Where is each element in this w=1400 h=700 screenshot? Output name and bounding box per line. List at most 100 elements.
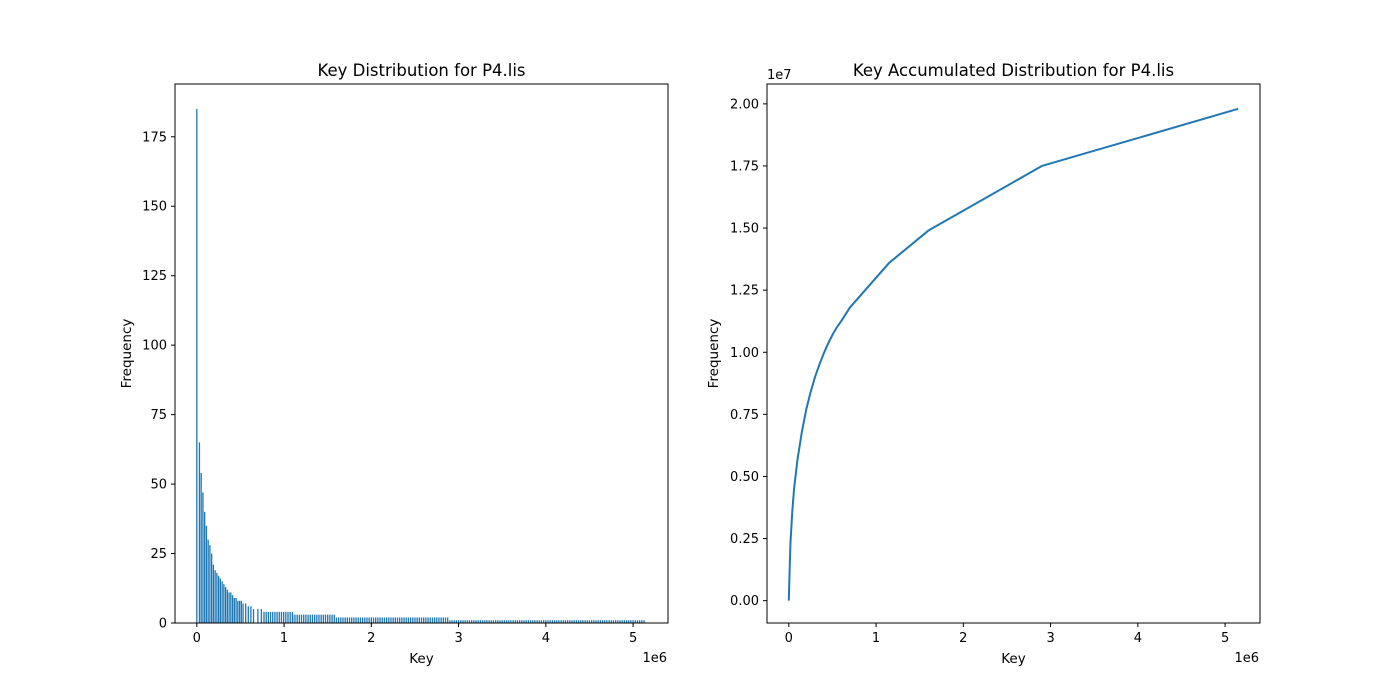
bar xyxy=(414,617,416,623)
bar xyxy=(238,600,241,623)
series-line xyxy=(787,107,1239,601)
bar xyxy=(431,617,434,623)
x-offset-label: 1e6 xyxy=(642,651,667,666)
x-tick-label: 4 xyxy=(542,631,550,646)
bar xyxy=(224,586,227,623)
bar xyxy=(205,525,208,623)
x-tick-label: 2 xyxy=(959,631,967,646)
bar xyxy=(346,617,348,623)
x-tick-label: 5 xyxy=(1221,631,1229,646)
bar xyxy=(521,620,523,623)
x-axis-label: Key xyxy=(409,651,433,667)
bar xyxy=(216,572,218,623)
y-tick-label: 0.75 xyxy=(730,408,759,423)
y-axis-ticks: 0 25 50 75 100 125 150 175 xyxy=(142,130,175,632)
bar xyxy=(527,620,530,623)
x-offset-label: 1e6 xyxy=(1234,651,1259,666)
bar xyxy=(597,620,599,623)
bar xyxy=(427,617,429,623)
bar xyxy=(436,617,438,623)
bar xyxy=(276,611,278,623)
y-tick-label: 2.00 xyxy=(730,97,759,112)
bar xyxy=(416,617,418,623)
bar xyxy=(532,620,534,623)
bar xyxy=(401,617,403,623)
bar xyxy=(217,575,220,623)
bar xyxy=(212,564,215,623)
y-tick-label: 1.25 xyxy=(730,284,759,299)
bar xyxy=(333,614,335,623)
bar xyxy=(274,611,276,623)
bar xyxy=(207,539,209,623)
bar xyxy=(538,620,540,623)
y-tick-label: 75 xyxy=(150,408,167,423)
y-tick-label: 175 xyxy=(142,130,167,145)
bar xyxy=(519,620,521,623)
bar xyxy=(196,109,198,624)
bar xyxy=(545,620,547,623)
bar xyxy=(355,617,357,623)
bar xyxy=(348,617,351,623)
bar xyxy=(250,606,252,623)
bar xyxy=(601,620,604,623)
bar xyxy=(403,617,405,623)
bar xyxy=(361,617,364,623)
bar xyxy=(252,609,255,623)
bar xyxy=(409,617,412,623)
x-axis-label: Key xyxy=(1001,651,1025,667)
bar xyxy=(221,581,223,623)
chart-title: Key Distribution for P4.lis xyxy=(317,61,525,80)
bar xyxy=(457,620,460,623)
bar xyxy=(547,620,549,623)
bar xyxy=(392,617,394,623)
bar xyxy=(617,620,619,623)
bar xyxy=(231,595,234,623)
bar xyxy=(390,617,392,623)
bar xyxy=(523,620,525,623)
bar xyxy=(571,620,573,623)
y-tick-label: 50 xyxy=(150,478,167,493)
bar xyxy=(385,617,388,623)
bar xyxy=(344,617,346,623)
bar xyxy=(606,620,608,623)
bar xyxy=(643,620,645,623)
bar xyxy=(505,620,508,623)
bar xyxy=(438,617,440,623)
bar xyxy=(447,617,449,623)
y-tick-label: 0.25 xyxy=(730,532,759,547)
x-tick-label: 4 xyxy=(1134,631,1142,646)
y-offset-label: 1e7 xyxy=(767,68,792,83)
bar xyxy=(329,614,331,623)
bar xyxy=(230,592,232,623)
bar xyxy=(272,611,274,623)
bar xyxy=(226,589,229,623)
bar xyxy=(553,620,556,623)
bar xyxy=(233,597,235,623)
bar xyxy=(582,620,584,623)
bar xyxy=(324,614,327,623)
bar xyxy=(569,620,571,623)
bar xyxy=(379,617,381,623)
bar xyxy=(209,545,211,623)
bar xyxy=(479,620,482,623)
x-tick-label: 5 xyxy=(629,631,637,646)
bar xyxy=(575,620,578,623)
bar xyxy=(372,617,375,623)
bar xyxy=(580,620,582,623)
bar xyxy=(300,614,303,623)
bar xyxy=(396,617,399,623)
bar xyxy=(577,620,580,623)
bar xyxy=(628,620,630,623)
key-distribution-chart: 0 1 2 3 4 5 0 25 50 75 100 125 150 175 Key Distribut… xyxy=(119,61,669,667)
bar xyxy=(455,620,458,623)
chart-title: Key Accumulated Distribution for P4.lis xyxy=(853,61,1174,80)
y-tick-label: 100 xyxy=(142,339,167,354)
bar xyxy=(388,617,390,623)
bar xyxy=(562,620,564,623)
y-tick-label: 150 xyxy=(142,200,167,215)
x-tick-label: 0 xyxy=(193,631,201,646)
bar xyxy=(429,617,431,623)
bar xyxy=(599,620,602,623)
key-accumulated-distribution-chart: 0 1 2 3 4 5 0.00 0.25 0.50 0.75 1.00 1.25 1.50 1.75 2… xyxy=(706,61,1261,667)
bar xyxy=(440,617,442,623)
